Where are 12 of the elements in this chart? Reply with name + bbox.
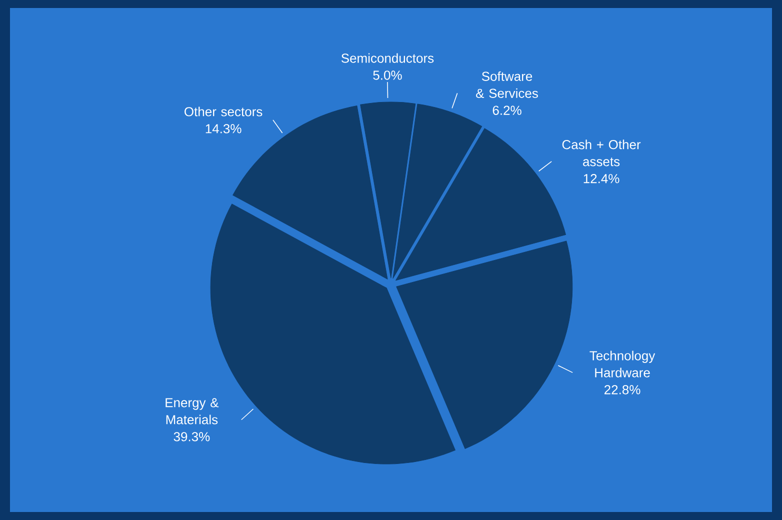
data-label: 39.3% [174,432,210,442]
slice-label: Software & Services [476,71,538,98]
slice-label: Technology Hardware [590,350,656,378]
slice-label: Cash + Other assets [562,140,641,166]
data-label: 6.2% [492,106,522,115]
data-label: 22.8% [604,385,640,394]
slice-label: Other sectors [184,106,262,116]
slice-label: Energy & Materials [166,398,219,424]
slice-label: Semiconductors [341,53,434,63]
data-label: 14.3% [206,124,242,134]
data-label: 12.4% [584,174,620,184]
data-label: 5.0% [373,70,402,80]
